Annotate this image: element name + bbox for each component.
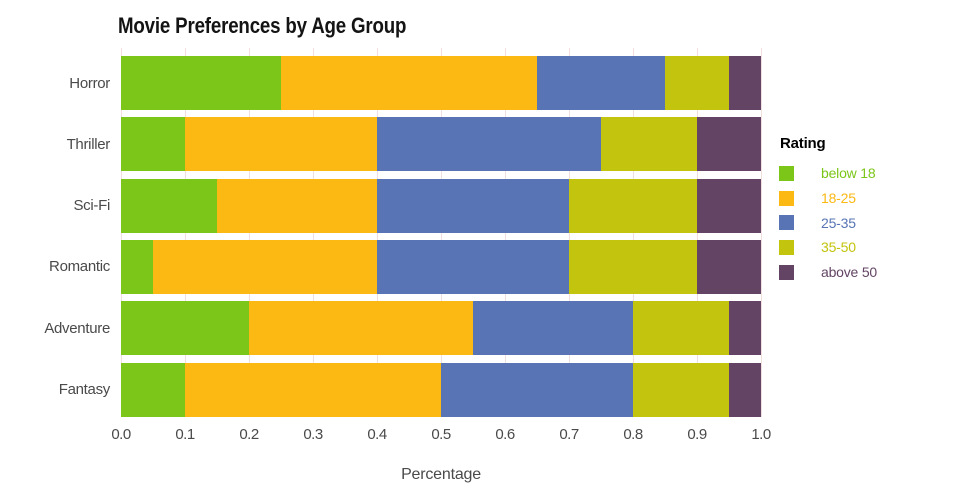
- bar-row-horror: [121, 56, 761, 110]
- x-tick-label: 0.5: [431, 426, 451, 443]
- bar-row-romantic: [121, 239, 761, 294]
- bar-row-adventure: [121, 301, 761, 356]
- x-axis-title: Percentage: [401, 466, 481, 483]
- category-label-romantic: Romantic: [49, 258, 110, 276]
- legend-item-above-50: above 50: [779, 260, 954, 285]
- bar-segment-35-50: [633, 362, 729, 417]
- legend-label: 18-25: [821, 190, 856, 207]
- y-axis-category-labels: Horror Thriller Sci-Fi Romantic Adventure Fan…: [0, 48, 110, 417]
- x-tick-label: 0.8: [623, 426, 643, 443]
- bar-segment-18-25: [185, 117, 377, 172]
- bar-row-thriller: [121, 117, 761, 172]
- legend-item-25-35: 25-35: [779, 210, 954, 235]
- bar-segment-18-25: [185, 362, 441, 417]
- bar-segment-below-18: [121, 178, 217, 233]
- bar-segment-25-35: [441, 362, 633, 417]
- bar-segment-35-50: [601, 117, 697, 172]
- legend-color-swatch: [779, 215, 794, 231]
- legend-item-18-25: 18-25: [779, 186, 954, 211]
- category-label-thriller: Thriller: [66, 135, 111, 153]
- category-label-sci-fi: Sci-Fi: [73, 197, 110, 215]
- x-tick-label: 0.3: [303, 426, 323, 443]
- legend-item-35-50: 35-50: [779, 235, 954, 260]
- chart-title: Movie Preferences by Age Group: [118, 13, 407, 38]
- legend-color-swatch: [779, 239, 794, 255]
- legend: Rating below 18 18-25 25-35 35-50 above 50: [779, 135, 954, 284]
- bar-segment-35-50: [569, 239, 697, 294]
- bar-segment-below-18: [121, 117, 185, 172]
- x-tick-label: 0.2: [239, 426, 259, 443]
- x-tick-label: 0.4: [367, 426, 387, 443]
- x-tick-label: 0.1: [175, 426, 195, 443]
- x-axis-tick-labels: 0.0 0.1 0.2 0.3 0.4 0.5 0.6 0.7 0.8 0.9 1.0: [111, 426, 771, 444]
- x-tick-label: 0.0: [111, 426, 131, 443]
- category-label-fantasy: Fantasy: [58, 381, 111, 398]
- bar-segment-35-50: [665, 56, 729, 110]
- bar-segment-18-25: [217, 178, 377, 233]
- bar-segment-below-18: [121, 301, 249, 356]
- legend-title: Rating: [780, 135, 826, 152]
- bar-segment-below-18: [121, 362, 185, 417]
- bar-segment-above-50: [729, 362, 761, 417]
- bar-segment-above-50: [729, 301, 761, 356]
- bar-segment-below-18: [121, 239, 153, 294]
- x-tick-label: 0.7: [559, 426, 579, 443]
- legend-label: 25-35: [821, 214, 856, 231]
- legend-color-swatch: [779, 264, 794, 280]
- bar-segment-35-50: [633, 301, 729, 356]
- bar-segment-18-25: [281, 56, 537, 110]
- category-label-adventure: Adventure: [44, 319, 110, 337]
- legend-color-swatch: [779, 190, 794, 206]
- legend-item-below-18: below 18: [779, 161, 954, 186]
- bar-segment-below-18: [121, 56, 281, 110]
- bar-segment-25-35: [377, 239, 569, 294]
- bar-row-fantasy: [121, 362, 761, 417]
- legend-label: 35-50: [821, 239, 856, 256]
- x-tick-label: 0.6: [495, 426, 515, 443]
- category-label-horror: Horror: [69, 74, 110, 92]
- gridline: [761, 48, 762, 417]
- bar-segment-18-25: [153, 239, 377, 294]
- plot-area: [121, 48, 762, 417]
- bar-segment-above-50: [697, 239, 761, 294]
- bar-segment-above-50: [697, 178, 761, 233]
- bar-row-sci-fi: [121, 178, 761, 233]
- bar-segment-above-50: [729, 56, 761, 110]
- bar-segment-above-50: [697, 117, 761, 172]
- bar-segment-35-50: [569, 178, 697, 233]
- legend-color-swatch: [779, 165, 794, 181]
- legend-label: above 50: [821, 264, 878, 281]
- x-tick-label: 1.0: [751, 426, 771, 443]
- legend-items: below 18 18-25 25-35 35-50 above 50: [779, 161, 954, 284]
- bar-segment-25-35: [377, 178, 569, 233]
- bar-segment-18-25: [249, 301, 473, 356]
- legend-label: below 18: [821, 165, 876, 182]
- bar-segment-25-35: [473, 301, 633, 356]
- x-tick-label: 0.9: [687, 426, 707, 443]
- bar-segment-25-35: [537, 56, 665, 110]
- bar-segment-25-35: [377, 117, 601, 172]
